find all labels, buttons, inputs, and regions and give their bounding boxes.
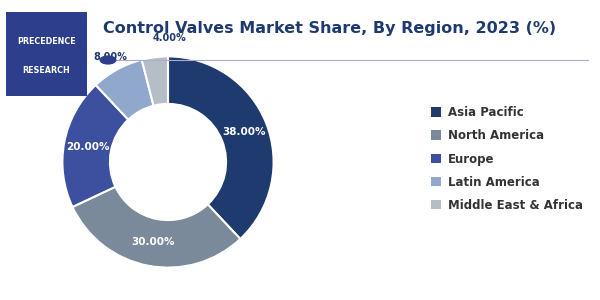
Legend: Asia Pacific, North America, Europe, Latin America, Middle East & Africa: Asia Pacific, North America, Europe, Lat… xyxy=(426,102,588,216)
Text: 20.00%: 20.00% xyxy=(66,142,109,152)
Text: Control Valves Market Share, By Region, 2023 (%): Control Valves Market Share, By Region, … xyxy=(103,21,557,36)
Wedge shape xyxy=(73,187,240,268)
Text: 4.00%: 4.00% xyxy=(152,33,186,43)
Text: RESEARCH: RESEARCH xyxy=(23,66,70,75)
Text: 38.00%: 38.00% xyxy=(223,127,266,137)
Wedge shape xyxy=(142,56,168,106)
Wedge shape xyxy=(62,85,128,207)
Text: 30.00%: 30.00% xyxy=(131,237,175,248)
Text: PRECEDENCE: PRECEDENCE xyxy=(17,37,76,46)
Wedge shape xyxy=(96,60,154,120)
Wedge shape xyxy=(168,56,274,239)
FancyBboxPatch shape xyxy=(6,12,87,96)
Text: 8.00%: 8.00% xyxy=(94,52,127,62)
